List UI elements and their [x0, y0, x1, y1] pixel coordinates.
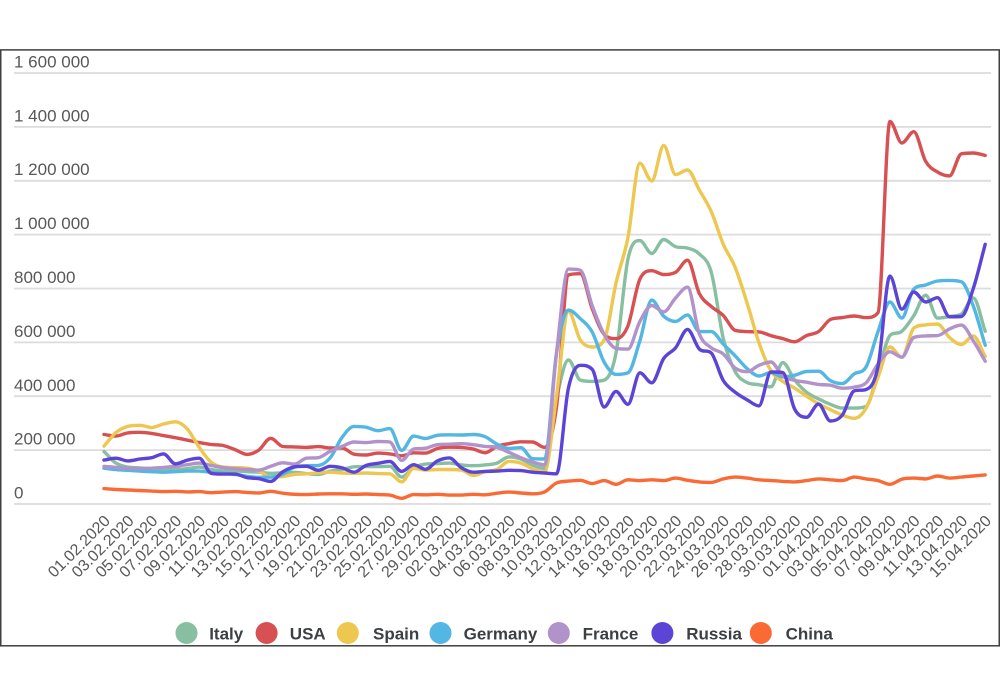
svg-text:1 200 000: 1 200 000	[14, 160, 90, 179]
svg-text:1 000 000: 1 000 000	[14, 214, 90, 233]
svg-text:1 400 000: 1 400 000	[14, 106, 90, 125]
svg-text:France: France	[583, 625, 639, 644]
svg-text:Spain: Spain	[373, 625, 419, 644]
svg-text:1 600 000: 1 600 000	[14, 53, 90, 72]
svg-text:0: 0	[14, 484, 23, 503]
svg-text:China: China	[786, 625, 834, 644]
svg-text:600 000: 600 000	[14, 322, 75, 341]
svg-text:800 000: 800 000	[14, 268, 75, 287]
svg-text:200 000: 200 000	[14, 430, 75, 449]
svg-text:Germany: Germany	[464, 625, 538, 644]
svg-text:Italy: Italy	[209, 625, 244, 644]
svg-text:Russia: Russia	[686, 625, 742, 644]
svg-text:400 000: 400 000	[14, 376, 75, 395]
svg-text:USA: USA	[290, 625, 326, 644]
